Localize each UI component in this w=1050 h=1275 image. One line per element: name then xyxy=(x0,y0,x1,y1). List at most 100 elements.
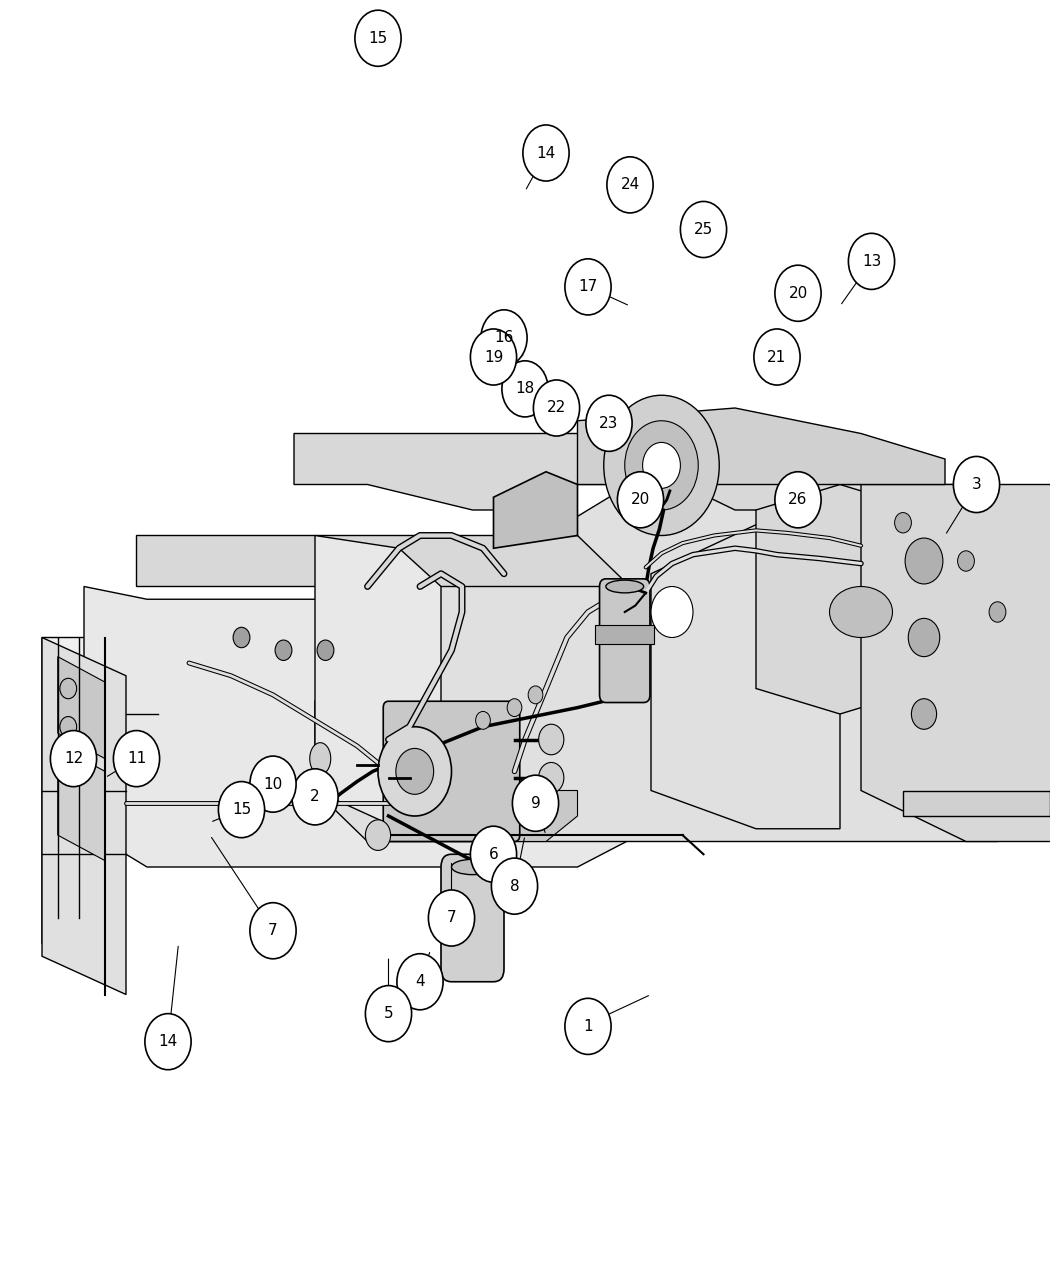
Polygon shape xyxy=(294,434,840,536)
Text: 1: 1 xyxy=(583,1019,593,1034)
Circle shape xyxy=(989,602,1006,622)
Circle shape xyxy=(365,986,412,1042)
Circle shape xyxy=(491,858,538,914)
Text: 5: 5 xyxy=(383,1006,394,1021)
Text: 14: 14 xyxy=(537,145,555,161)
Text: 25: 25 xyxy=(694,222,713,237)
Circle shape xyxy=(565,998,611,1054)
Circle shape xyxy=(911,699,937,729)
Polygon shape xyxy=(84,586,651,867)
Circle shape xyxy=(218,782,265,838)
Text: 14: 14 xyxy=(159,1034,177,1049)
Polygon shape xyxy=(756,484,966,714)
Circle shape xyxy=(512,775,559,831)
Polygon shape xyxy=(58,657,105,759)
Ellipse shape xyxy=(830,586,892,638)
FancyBboxPatch shape xyxy=(600,579,650,703)
Circle shape xyxy=(233,627,250,648)
Polygon shape xyxy=(861,484,1050,842)
Ellipse shape xyxy=(452,859,494,875)
Text: 23: 23 xyxy=(600,416,618,431)
Polygon shape xyxy=(42,638,126,994)
Polygon shape xyxy=(388,790,578,842)
Circle shape xyxy=(680,201,727,258)
Text: 6: 6 xyxy=(488,847,499,862)
Polygon shape xyxy=(315,484,1050,842)
Text: 19: 19 xyxy=(484,349,503,365)
Circle shape xyxy=(275,640,292,660)
Circle shape xyxy=(905,538,943,584)
Circle shape xyxy=(355,10,401,66)
Text: 13: 13 xyxy=(862,254,881,269)
Circle shape xyxy=(60,717,77,737)
Polygon shape xyxy=(42,638,94,969)
Text: 12: 12 xyxy=(64,751,83,766)
Circle shape xyxy=(397,954,443,1010)
Text: 24: 24 xyxy=(621,177,639,193)
Text: 4: 4 xyxy=(415,974,425,989)
Circle shape xyxy=(908,618,940,657)
Circle shape xyxy=(523,125,569,181)
Polygon shape xyxy=(315,536,441,829)
Circle shape xyxy=(775,472,821,528)
Circle shape xyxy=(617,472,664,528)
Circle shape xyxy=(958,551,974,571)
Circle shape xyxy=(60,678,77,699)
Text: 3: 3 xyxy=(971,477,982,492)
Circle shape xyxy=(507,699,522,717)
Circle shape xyxy=(60,755,77,775)
Text: 9: 9 xyxy=(530,796,541,811)
Circle shape xyxy=(625,421,698,510)
Text: 20: 20 xyxy=(631,492,650,507)
Text: 22: 22 xyxy=(547,400,566,416)
Circle shape xyxy=(565,259,611,315)
Circle shape xyxy=(539,724,564,755)
Circle shape xyxy=(607,157,653,213)
Text: 8: 8 xyxy=(509,878,520,894)
Circle shape xyxy=(113,731,160,787)
Circle shape xyxy=(604,395,719,536)
Text: 16: 16 xyxy=(495,330,513,346)
Circle shape xyxy=(502,361,548,417)
Text: 7: 7 xyxy=(446,910,457,926)
Circle shape xyxy=(250,903,296,959)
Circle shape xyxy=(250,756,296,812)
Circle shape xyxy=(586,395,632,451)
Circle shape xyxy=(470,826,517,882)
Text: 10: 10 xyxy=(264,776,282,792)
Circle shape xyxy=(848,233,895,289)
Text: 20: 20 xyxy=(789,286,807,301)
Circle shape xyxy=(378,727,452,816)
Circle shape xyxy=(476,711,490,729)
Text: 18: 18 xyxy=(516,381,534,397)
FancyBboxPatch shape xyxy=(441,854,504,982)
Polygon shape xyxy=(58,746,105,861)
Circle shape xyxy=(365,820,391,850)
Circle shape xyxy=(145,1014,191,1070)
Circle shape xyxy=(428,890,475,946)
Text: 15: 15 xyxy=(369,31,387,46)
Polygon shape xyxy=(595,625,654,644)
Circle shape xyxy=(50,731,97,787)
Text: 7: 7 xyxy=(268,923,278,938)
Circle shape xyxy=(643,442,680,488)
Ellipse shape xyxy=(606,580,644,593)
Circle shape xyxy=(539,762,564,793)
Polygon shape xyxy=(578,408,945,484)
Circle shape xyxy=(533,380,580,436)
Text: 11: 11 xyxy=(127,751,146,766)
Circle shape xyxy=(317,640,334,660)
Text: 15: 15 xyxy=(232,802,251,817)
Text: 2: 2 xyxy=(310,789,320,805)
Circle shape xyxy=(754,329,800,385)
Ellipse shape xyxy=(310,742,331,775)
Polygon shape xyxy=(494,472,578,548)
Text: 17: 17 xyxy=(579,279,597,295)
Circle shape xyxy=(470,329,517,385)
FancyBboxPatch shape xyxy=(383,701,520,842)
Text: 21: 21 xyxy=(768,349,786,365)
Circle shape xyxy=(528,686,543,704)
Circle shape xyxy=(481,310,527,366)
Polygon shape xyxy=(136,536,630,586)
Polygon shape xyxy=(903,790,1050,816)
